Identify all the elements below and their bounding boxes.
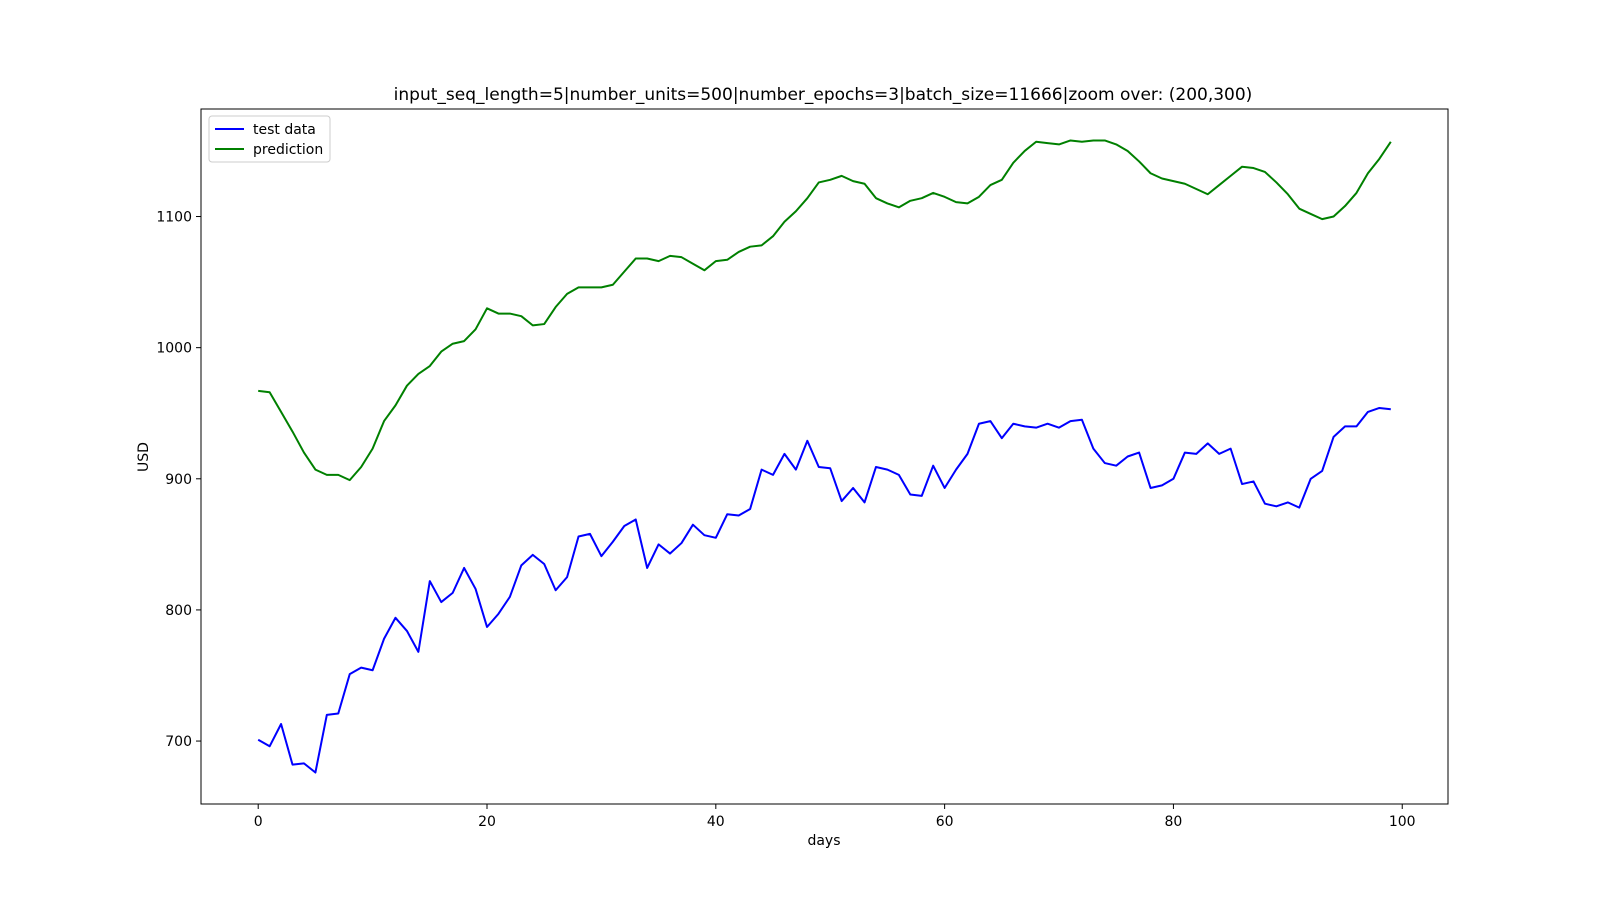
- y-tick-label: 1100: [156, 210, 192, 226]
- x-tick-label: 20: [478, 814, 496, 830]
- x-axis: 0 20 40 60 80 100: [254, 804, 1416, 830]
- y-tick-label: 700: [165, 734, 192, 750]
- chart-title: input_seq_length=5|number_units=500|numb…: [394, 85, 1253, 105]
- series-line-test-data: [257, 406, 1391, 774]
- legend-label: prediction: [253, 142, 323, 158]
- x-tick-label: 0: [254, 814, 263, 830]
- x-tick-label: 80: [1165, 814, 1183, 830]
- y-axis-label: USD: [136, 442, 152, 472]
- series-line-prediction: [258, 139, 1392, 482]
- legend-label: test data: [253, 122, 316, 138]
- legend: test data prediction: [208, 115, 331, 163]
- x-tick-label: 40: [707, 814, 725, 830]
- x-tick-label: 100: [1389, 814, 1416, 830]
- plot-area: [257, 139, 1392, 774]
- x-axis-label: days: [807, 833, 840, 849]
- x-tick-label: 60: [936, 814, 954, 830]
- plot-frame: [200, 108, 1449, 805]
- y-tick-label: 900: [165, 472, 192, 488]
- y-axis: 700 800 900 1000 1100: [156, 210, 201, 750]
- y-tick-label: 1000: [156, 341, 192, 357]
- y-tick-label: 800: [165, 603, 192, 619]
- legend-box: [208, 115, 331, 163]
